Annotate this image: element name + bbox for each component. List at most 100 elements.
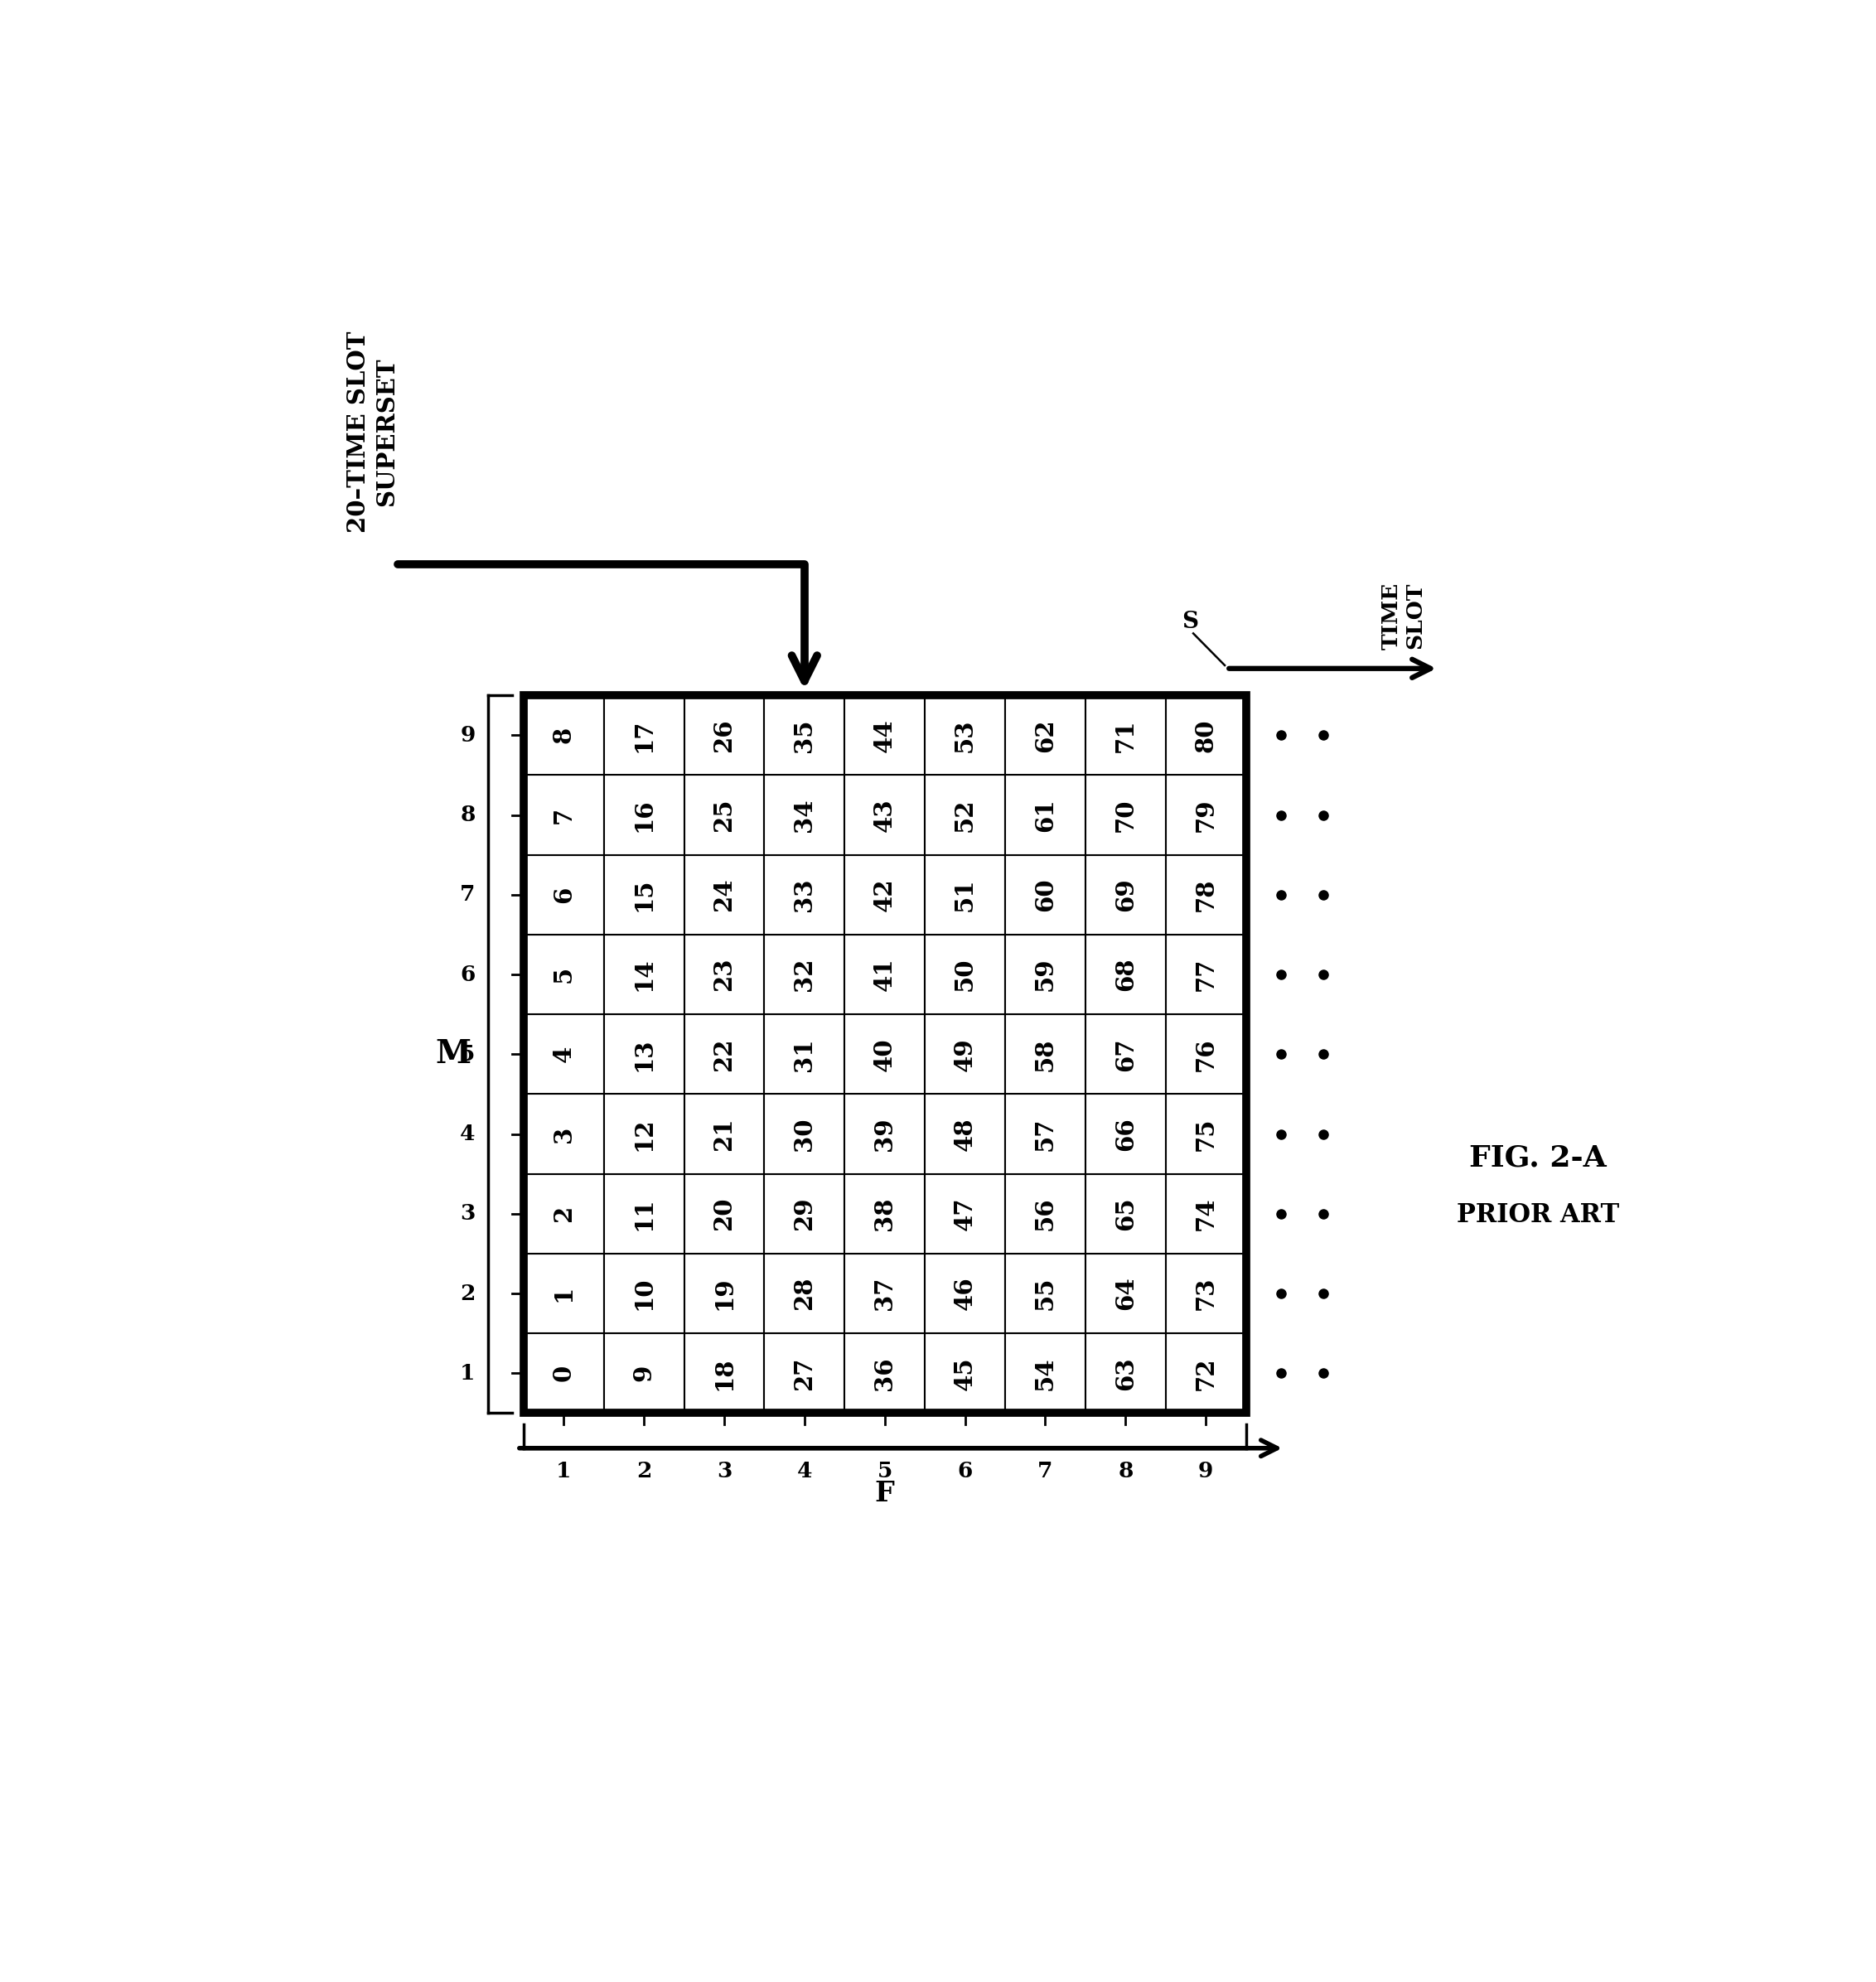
Text: 75: 75 bbox=[1193, 1118, 1218, 1152]
Text: 33: 33 bbox=[792, 878, 816, 912]
Text: 62: 62 bbox=[1034, 717, 1058, 751]
Bar bbox=[1086, 1015, 1165, 1094]
Text: 44: 44 bbox=[872, 717, 897, 751]
Text: 68: 68 bbox=[1114, 957, 1137, 991]
Text: 20–TIME SLOT
SUPERSET: 20–TIME SLOT SUPERSET bbox=[347, 331, 398, 533]
Text: 18: 18 bbox=[713, 1356, 735, 1389]
Text: 37: 37 bbox=[872, 1276, 897, 1310]
Bar bbox=[925, 936, 1006, 1015]
Text: 50: 50 bbox=[953, 957, 977, 991]
Bar bbox=[844, 854, 925, 936]
Bar bbox=[1086, 1173, 1165, 1253]
Text: 7: 7 bbox=[552, 807, 576, 823]
Text: 3: 3 bbox=[717, 1461, 732, 1483]
Bar bbox=[844, 696, 925, 775]
Text: 24: 24 bbox=[713, 878, 735, 912]
Text: 73: 73 bbox=[1193, 1276, 1218, 1310]
Bar bbox=[844, 1094, 925, 1173]
Text: 64: 64 bbox=[1114, 1276, 1137, 1310]
Text: 30: 30 bbox=[792, 1118, 816, 1152]
Bar bbox=[925, 696, 1006, 775]
Bar bbox=[604, 1334, 685, 1413]
Bar bbox=[604, 854, 685, 936]
Bar bbox=[604, 696, 685, 775]
Bar bbox=[1006, 1094, 1086, 1173]
Text: 3: 3 bbox=[460, 1203, 475, 1225]
Text: 23: 23 bbox=[713, 957, 735, 991]
Text: 15: 15 bbox=[632, 878, 657, 912]
Text: 8: 8 bbox=[552, 727, 576, 743]
Text: 26: 26 bbox=[713, 717, 735, 751]
Bar bbox=[523, 775, 604, 854]
Text: 36: 36 bbox=[872, 1356, 897, 1389]
Text: 43: 43 bbox=[872, 799, 897, 832]
Text: 76: 76 bbox=[1193, 1037, 1218, 1070]
Text: 29: 29 bbox=[792, 1197, 816, 1231]
Bar bbox=[685, 936, 764, 1015]
Text: 28: 28 bbox=[792, 1276, 816, 1310]
Bar bbox=[925, 1094, 1006, 1173]
Text: 7: 7 bbox=[1037, 1461, 1052, 1483]
Bar bbox=[1086, 1334, 1165, 1413]
Text: 5: 5 bbox=[460, 1045, 475, 1064]
Bar bbox=[1086, 854, 1165, 936]
Bar bbox=[604, 936, 685, 1015]
Text: 65: 65 bbox=[1114, 1197, 1137, 1231]
Bar bbox=[1165, 1334, 1246, 1413]
Bar bbox=[523, 696, 1246, 1413]
Text: 39: 39 bbox=[872, 1118, 897, 1152]
Bar bbox=[1165, 696, 1246, 775]
Text: 1: 1 bbox=[460, 1364, 475, 1383]
Text: 6: 6 bbox=[460, 963, 475, 985]
Text: 9: 9 bbox=[632, 1366, 657, 1381]
Bar bbox=[685, 1173, 764, 1253]
Text: 34: 34 bbox=[792, 799, 816, 832]
Text: 3: 3 bbox=[552, 1126, 576, 1142]
Text: 6: 6 bbox=[957, 1461, 972, 1483]
Bar bbox=[523, 1334, 604, 1413]
Text: 19: 19 bbox=[713, 1276, 735, 1310]
Bar bbox=[844, 1015, 925, 1094]
Bar bbox=[844, 936, 925, 1015]
Bar bbox=[1086, 1094, 1165, 1173]
Bar bbox=[844, 1173, 925, 1253]
Text: 46: 46 bbox=[953, 1276, 977, 1310]
Bar bbox=[764, 1253, 844, 1334]
Text: 55: 55 bbox=[1034, 1276, 1058, 1310]
Text: 4: 4 bbox=[460, 1124, 475, 1144]
Bar bbox=[523, 1173, 604, 1253]
Text: 78: 78 bbox=[1193, 878, 1218, 912]
Bar bbox=[523, 696, 604, 775]
Bar bbox=[1165, 936, 1246, 1015]
Text: FIG. 2-A: FIG. 2-A bbox=[1469, 1144, 1608, 1171]
Text: 49: 49 bbox=[953, 1037, 977, 1070]
Text: 14: 14 bbox=[632, 957, 657, 991]
Text: 13: 13 bbox=[632, 1037, 657, 1070]
Text: 17: 17 bbox=[632, 717, 657, 751]
Bar bbox=[1165, 775, 1246, 854]
Bar bbox=[604, 1094, 685, 1173]
Bar bbox=[604, 1173, 685, 1253]
Bar bbox=[1006, 1015, 1086, 1094]
Bar bbox=[685, 854, 764, 936]
Text: 45: 45 bbox=[953, 1356, 977, 1389]
Text: F: F bbox=[874, 1481, 895, 1508]
Bar bbox=[523, 854, 604, 936]
Text: 40: 40 bbox=[872, 1037, 897, 1070]
Text: 2: 2 bbox=[552, 1205, 576, 1223]
Text: TIME
SLOT: TIME SLOT bbox=[1381, 583, 1426, 650]
Bar bbox=[1165, 1173, 1246, 1253]
Text: 8: 8 bbox=[1118, 1461, 1133, 1483]
Text: 9: 9 bbox=[460, 725, 475, 745]
Text: 52: 52 bbox=[953, 799, 977, 832]
Bar bbox=[685, 775, 764, 854]
Bar bbox=[764, 936, 844, 1015]
Text: 6: 6 bbox=[552, 886, 576, 904]
Bar bbox=[764, 1094, 844, 1173]
Text: 63: 63 bbox=[1114, 1356, 1137, 1389]
Text: 67: 67 bbox=[1114, 1037, 1137, 1070]
Text: 27: 27 bbox=[792, 1356, 816, 1389]
Bar bbox=[523, 1015, 604, 1094]
Bar bbox=[764, 1334, 844, 1413]
Text: 10: 10 bbox=[632, 1276, 657, 1310]
